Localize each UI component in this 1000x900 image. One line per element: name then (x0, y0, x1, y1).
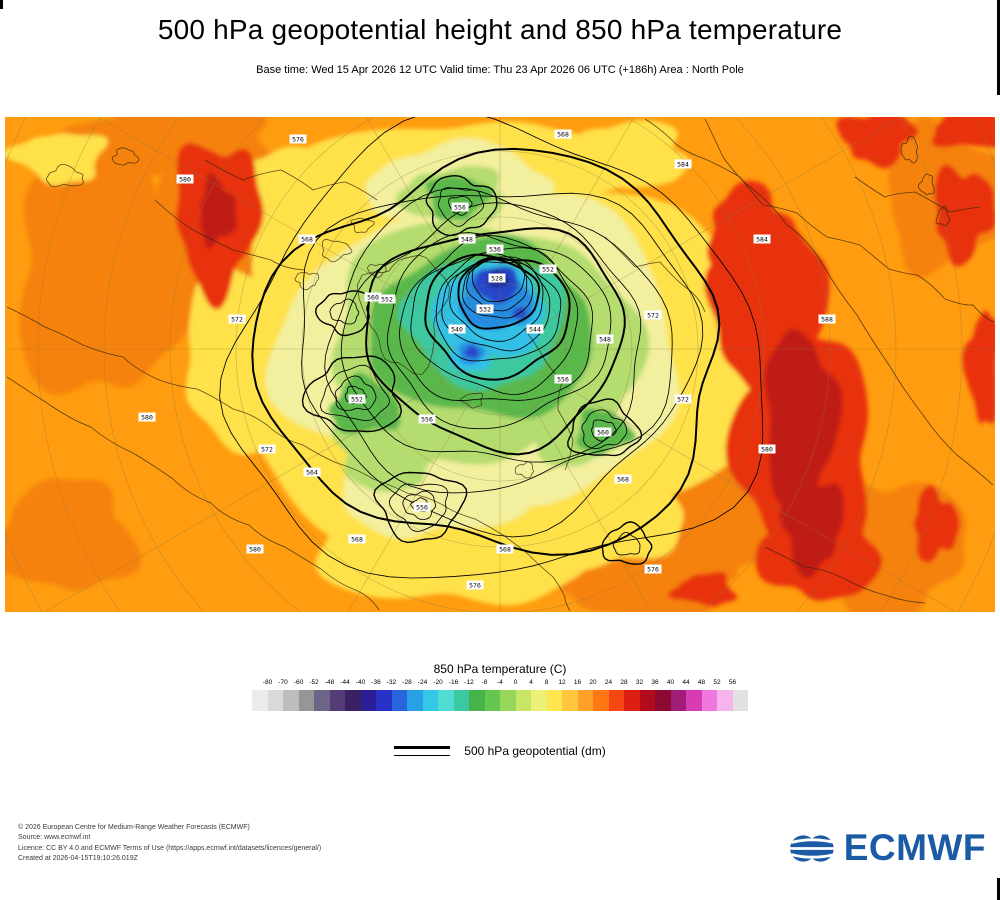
map-canvas: 580 576 568 584 584 588 580 580 576 576 580 568 572 5… (5, 117, 995, 612)
svg-text:584: 584 (756, 236, 768, 244)
temperature-colorbar (252, 690, 748, 711)
licence-line: Licence: CC BY 4.0 and ECMWF Terms of Us… (18, 844, 322, 852)
svg-text:536: 536 (489, 246, 501, 254)
geopotential-legend: 500 hPa geopotential (dm) (0, 744, 1000, 758)
temperature-legend-title: 850 hPa temperature (C) (433, 662, 567, 676)
svg-text:548: 548 (461, 236, 473, 244)
copyright-line: © 2026 European Centre for Medium-Range … (18, 824, 250, 831)
svg-text:568: 568 (499, 546, 511, 554)
thin-contour-sample (394, 755, 451, 756)
svg-text:568: 568 (351, 536, 363, 544)
svg-text:556: 556 (421, 416, 433, 424)
svg-text:568: 568 (617, 476, 629, 484)
ecmwf-logo-icon (789, 834, 836, 862)
geopotential-legend-label: 500 hPa geopotential (dm) (464, 744, 606, 758)
chart-subtitle: Base time: Wed 15 Apr 2026 12 UTC Valid … (256, 64, 744, 76)
svg-text:556: 556 (557, 376, 569, 384)
screen-edge-artifact (0, 0, 3, 9)
svg-text:572: 572 (261, 446, 273, 454)
created-line: Created at 2026-04-15T19:10:26.019Z (18, 854, 138, 862)
svg-text:548: 548 (599, 336, 611, 344)
svg-text:576: 576 (647, 566, 659, 574)
source-line: Source: www.ecmwf.int (18, 834, 91, 842)
svg-text:560: 560 (597, 429, 609, 437)
svg-text:544: 544 (529, 326, 541, 334)
page-title: 500 hPa geopotential height and 850 hPa … (157, 14, 843, 45)
svg-text:556: 556 (454, 204, 466, 212)
svg-text:580: 580 (761, 446, 773, 454)
svg-text:572: 572 (677, 396, 689, 404)
svg-text:568: 568 (301, 236, 313, 244)
ecmwf-logo-text: ECMWF (843, 827, 986, 868)
thick-contour-sample (394, 746, 451, 749)
svg-text:552: 552 (381, 296, 393, 304)
svg-text:552: 552 (542, 266, 554, 274)
svg-text:572: 572 (647, 312, 659, 320)
screen-edge-artifact (997, 878, 1000, 900)
temperature-colorbar-ticks: -80 -70 -60 -52 -48 -44 -40 -36 -32 -28 -24 -20 -16-… (262, 679, 737, 686)
svg-text:580: 580 (141, 414, 153, 422)
contour-line-symbol (394, 746, 451, 756)
svg-text:576: 576 (292, 136, 304, 144)
svg-text:556: 556 (416, 504, 428, 512)
svg-text:560: 560 (367, 294, 379, 302)
svg-text:572: 572 (231, 316, 243, 324)
svg-text:584: 584 (677, 161, 689, 169)
weather-map: 580 576 568 584 584 588 580 580 576 576 580 568 572 5… (5, 117, 995, 612)
temperature-colorbar-wrap: -80 -70 -60 -52 -48 -44 -40 -36 -32 -28 -24 -20 -16-… (252, 679, 748, 711)
svg-text:576: 576 (469, 582, 481, 590)
screen-edge-artifact (997, 0, 1000, 95)
svg-text:564: 564 (306, 469, 318, 477)
svg-text:588: 588 (821, 316, 833, 324)
svg-text:532: 532 (479, 306, 491, 314)
svg-text:580: 580 (179, 176, 191, 184)
copyright-block: © 2026 European Centre for Medium-Range … (18, 823, 321, 864)
svg-text:552: 552 (351, 396, 363, 404)
svg-text:540: 540 (451, 326, 463, 334)
ecmwf-logo: ECMWF (789, 827, 986, 869)
svg-text:528: 528 (491, 275, 503, 283)
svg-text:568: 568 (557, 131, 569, 139)
svg-text:580: 580 (249, 546, 261, 554)
